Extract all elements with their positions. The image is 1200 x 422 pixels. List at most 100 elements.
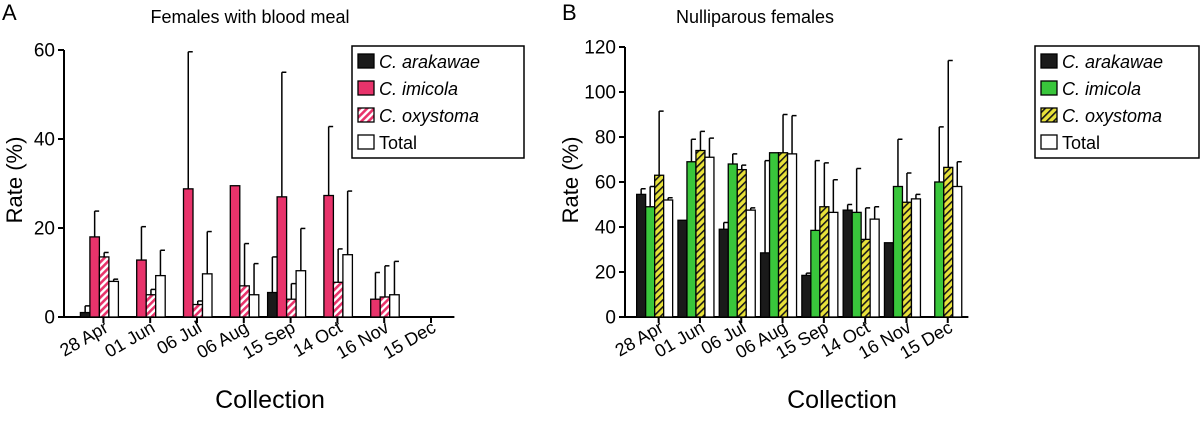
bar-b: [801, 274, 812, 318]
bar-a: [379, 296, 391, 318]
bar-b: [860, 238, 871, 318]
bar-a: [136, 259, 147, 318]
legend-swatch-a: [357, 80, 375, 96]
x-tick-label-a: 01 Jun: [101, 317, 158, 361]
y-tick-label-b: 60: [595, 173, 616, 194]
bar-a: [229, 185, 241, 318]
legend-label-a: C. arakawae: [379, 52, 480, 72]
bar-b: [663, 199, 674, 318]
bar-a: [266, 291, 278, 318]
bar-b: [910, 198, 922, 318]
legend-label-b: C. imicola: [1062, 79, 1141, 99]
y-tick-label-b: 40: [595, 218, 616, 239]
bar-b: [704, 156, 715, 318]
bar-b: [645, 206, 656, 318]
bar-a: [248, 294, 260, 318]
bar-a: [108, 280, 120, 318]
legend-label-b: C. arakawae: [1062, 52, 1163, 72]
legend-label-a: C. oxystoma: [379, 106, 479, 126]
y-tick-label-a: 20: [34, 219, 55, 240]
bar-a: [182, 188, 194, 318]
bar-b: [759, 252, 771, 318]
bar-a: [285, 298, 297, 318]
bar-b: [828, 211, 839, 318]
bar-b: [718, 228, 729, 318]
panel-letter-b: B: [562, 0, 577, 25]
bar-a: [79, 311, 91, 318]
legend-box-a: [351, 45, 525, 159]
x-tick-label-a: 15 Sep: [239, 317, 298, 363]
bar-a: [89, 236, 101, 318]
legend-box-b: [1034, 45, 1200, 159]
legend-swatch-b: [1040, 53, 1058, 69]
y-axis-label-b: Rate (%): [558, 137, 583, 224]
bar-b: [883, 242, 895, 318]
bar-a: [201, 273, 213, 318]
legend-a: C. arakawae C. imicola C. oxystoma Total: [351, 45, 525, 159]
bar-b: [901, 201, 913, 318]
panel-letter-a: A: [2, 0, 17, 25]
bar-b: [851, 211, 862, 318]
bar-b: [786, 153, 798, 318]
y-tick-label-b: 100: [584, 83, 616, 104]
panel-b: B Nulliparous females Rate (%) Collectio…: [558, 0, 1200, 414]
y-axis-label-a: Rate (%): [2, 137, 27, 224]
x-tick-label-a: 15 Dec: [380, 317, 439, 363]
y-tick-label-a: 0: [44, 308, 55, 329]
legend-swatch-a: [357, 53, 375, 69]
bar-b: [934, 181, 945, 318]
bar-b: [677, 219, 688, 318]
bar-a: [276, 196, 288, 318]
y-tick-label-a: 60: [34, 41, 55, 62]
legend-label-a: C. imicola: [379, 79, 458, 99]
bar-a: [155, 274, 166, 318]
bar-a: [98, 256, 110, 318]
y-tick-label-a: 40: [34, 130, 55, 151]
bar-b: [654, 174, 665, 318]
bar-b: [842, 209, 853, 318]
chart-title-a: Females with blood meal: [150, 7, 349, 27]
bar-a: [295, 270, 307, 318]
bar-a: [192, 303, 204, 318]
chart-title-b: Nulliparous females: [676, 7, 834, 27]
legend-label-b: C. oxystoma: [1062, 106, 1162, 126]
y-tick-label-b: 0: [605, 308, 616, 329]
legend-swatch-a: [357, 134, 375, 150]
x-tick-label-a: 16 Nov: [333, 317, 392, 363]
bar-a: [323, 194, 335, 318]
y-tick-label-b: 20: [595, 263, 616, 284]
bar-a: [239, 285, 250, 318]
y-tick-label-b: 120: [584, 38, 616, 59]
bar-b: [695, 149, 706, 318]
bar-a: [370, 298, 381, 318]
legend-swatch-b: [1040, 134, 1058, 150]
y-tick-label-b: 80: [595, 128, 616, 149]
legend-b: C. arakawae C. imicola C. oxystoma Total: [1034, 45, 1200, 159]
legend-swatch-b: [1040, 80, 1058, 96]
bar-b: [810, 229, 821, 318]
bar-b: [952, 185, 963, 318]
bar-b: [768, 152, 780, 318]
bar-b: [736, 168, 747, 318]
legend-swatch-a: [357, 107, 375, 123]
legend-label-a: Total: [379, 133, 417, 153]
bar-b: [686, 161, 697, 318]
bar-b: [819, 206, 830, 318]
panel-a: A Females with blood meal Rate (%) Colle…: [2, 0, 525, 414]
x-axis-label-b: Collection: [787, 386, 897, 414]
legend-label-b: Total: [1062, 133, 1100, 153]
bar-a: [342, 254, 354, 318]
bar-b: [745, 209, 756, 318]
bar-b: [892, 185, 904, 318]
bar-b: [943, 166, 954, 318]
bar-b: [727, 163, 738, 318]
x-axis-label-a: Collection: [215, 386, 325, 414]
bar-a: [389, 294, 400, 318]
bar-a: [332, 281, 344, 318]
legend-swatch-b: [1040, 107, 1058, 123]
bar-b: [636, 193, 647, 318]
bar-b: [777, 152, 789, 318]
